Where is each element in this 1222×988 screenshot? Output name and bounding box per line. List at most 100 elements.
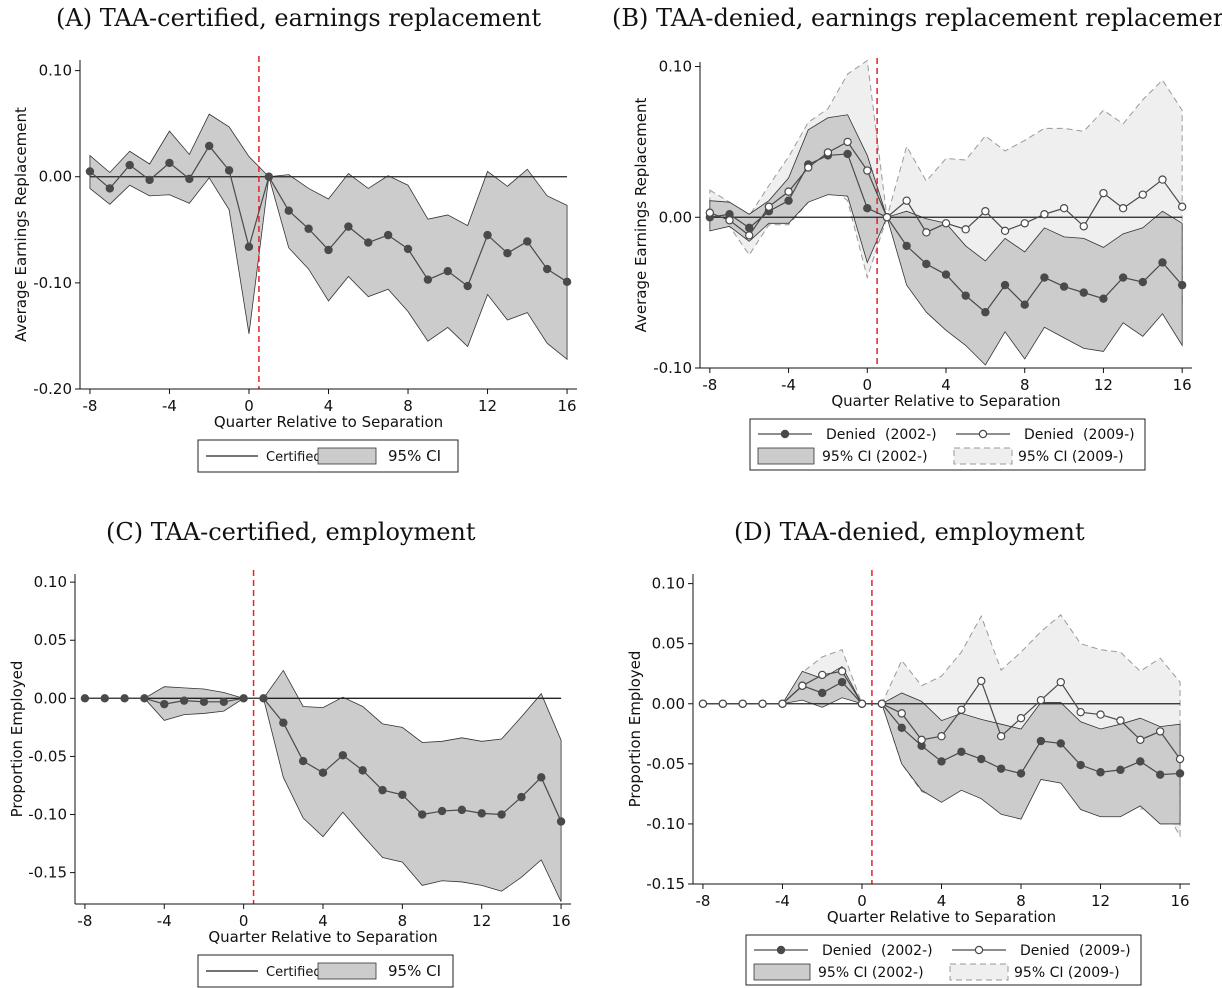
panel-c-y-tick-label: 0.00 xyxy=(34,689,67,707)
panel-a-data-point xyxy=(324,245,333,255)
panel-a-data-point xyxy=(125,160,134,170)
panel-a-data-point xyxy=(224,166,234,175)
panel-c-data-point xyxy=(179,696,189,705)
panel-b-data-point xyxy=(1040,273,1049,282)
panel-c-y-tick-label: -0.15 xyxy=(28,864,67,882)
panel-c-data-point xyxy=(100,694,109,703)
panel-c-data-point xyxy=(537,773,546,782)
panel-a-x-tick-label: 12 xyxy=(478,397,497,415)
panel-a-y-tick-label: -0.20 xyxy=(33,380,72,398)
panel-c-data-point xyxy=(418,810,427,819)
panel-c-data-point xyxy=(298,756,308,766)
panel-c-legend-ci-label: 95% CI xyxy=(388,962,441,980)
panel-b-data-point xyxy=(804,163,813,172)
panel-b-data-point xyxy=(902,196,911,205)
panel-b-y-tick-label: 0.00 xyxy=(659,208,692,226)
panel-b-data-point xyxy=(745,231,754,240)
panel-c-data-point xyxy=(219,697,228,707)
panel-b-x-tick-label: -8 xyxy=(702,376,717,394)
panel-b-data-point xyxy=(764,202,774,211)
panel-d-x-tick-label: 16 xyxy=(1171,892,1190,910)
panel-c-data-point xyxy=(120,694,129,703)
panel-d-legend-series1-label: Denied xyxy=(822,943,872,959)
panel-b-data-point xyxy=(1000,226,1010,236)
panel-d-legend-box xyxy=(745,934,1142,986)
panel-b-data-point xyxy=(1118,204,1128,213)
panel-d-data-point xyxy=(818,670,827,680)
panel-a-legend-line-label: Certified xyxy=(266,450,322,465)
panel-d-x-tick-label: 4 xyxy=(937,892,947,910)
panel-b-data-point xyxy=(1177,202,1187,211)
panel-d-data-point xyxy=(1016,713,1026,723)
panel-b-legend-series2-label: Denied xyxy=(1024,427,1074,443)
panel-a-data-point xyxy=(145,175,154,185)
panel-c-x-tick-label: 0 xyxy=(239,912,249,930)
panel-b-x-tick-label: -4 xyxy=(781,376,796,394)
panel-d-legend-series2-label: Denied xyxy=(1020,943,1070,959)
panel-b-title: (B) TAA-denied, earnings replacement rep… xyxy=(612,4,1222,32)
panel-b-x-tick-label: 8 xyxy=(1020,376,1030,394)
panel-c-data-point xyxy=(457,805,467,815)
panel-b-x-tick-label: 0 xyxy=(863,376,873,394)
panel-c-x-tick-label: -8 xyxy=(77,912,92,930)
panel-a-data-point xyxy=(304,224,313,233)
panel-d-data-point xyxy=(877,699,887,708)
panel-d-data-point xyxy=(758,699,767,708)
panel-d-y-tick-label: 0.05 xyxy=(652,635,685,653)
panel-c-data-point xyxy=(517,792,526,802)
panel-b-data-point xyxy=(1059,204,1069,213)
panel-b-data-point xyxy=(863,166,872,175)
panel-c-data-point xyxy=(279,718,288,727)
panel-d-data-point xyxy=(1076,707,1085,717)
panel-c-data-point xyxy=(398,790,407,799)
panel-c-x-tick-label: 16 xyxy=(552,912,571,930)
panel-a-legend-ci-swatch xyxy=(317,447,377,465)
panel-d-data-point xyxy=(897,723,906,732)
panel-c-data-point xyxy=(477,809,486,818)
panel-b-data-point xyxy=(981,207,990,216)
panel-a-data-point xyxy=(205,141,214,151)
panel-c-data-point xyxy=(556,817,566,826)
panel-b-legend-ci2-label: 95% CI (2009-) xyxy=(1018,449,1124,465)
panel-b-x-axis-label: Quarter Relative to Separation xyxy=(831,392,1060,410)
panel-a-legend-ci-label: 95% CI xyxy=(388,447,441,465)
panel-d-data-point xyxy=(1136,735,1145,745)
panel-d-data-point xyxy=(738,699,747,708)
panel-d-data-point xyxy=(1076,760,1085,770)
panel-a-data-point xyxy=(503,248,512,258)
panel-a-y-axis-label: Average Earnings Replacement xyxy=(12,107,30,342)
panel-a-x-axis-label: Quarter Relative to Separation xyxy=(214,413,443,431)
panel-b-data-point xyxy=(1020,300,1029,309)
panel-b-data-point xyxy=(941,270,951,279)
panel-b-legend-series2-tag: (2009-) xyxy=(1083,427,1135,443)
panel-d-legend-series1-marker xyxy=(776,945,786,955)
panel-a-data-point xyxy=(165,158,174,168)
panel-a-data-point xyxy=(105,184,115,193)
panel-c-data-point xyxy=(437,806,447,816)
panel-a-data-point xyxy=(185,174,194,184)
panel-c-legend-line-label: Certified xyxy=(266,965,322,980)
panel-b-data-point xyxy=(961,225,970,234)
panel-a-data-point xyxy=(264,172,274,181)
panel-d-legend-ci1-label: 95% CI (2002-) xyxy=(818,965,924,981)
panel-b-data-point xyxy=(1138,277,1148,287)
panel-a-ci-band-certified xyxy=(89,113,568,361)
panel-c-data-point xyxy=(80,694,90,703)
panel-c-data-point xyxy=(239,694,248,703)
panel-d-data-point xyxy=(1116,765,1125,775)
panel-d-title: (D) TAA-denied, employment xyxy=(734,518,1085,546)
panel-c-y-axis-label: Proportion Employed xyxy=(8,661,26,818)
panel-c-y-tick-label: 0.05 xyxy=(34,631,67,649)
panel-d-legend-ci1-swatch xyxy=(753,963,811,981)
panel-b-legend-box xyxy=(749,418,1146,471)
panel-d-data-point xyxy=(1116,716,1125,725)
panel-c-x-tick-label: 4 xyxy=(318,912,328,930)
panel-d-y-axis-label: Proportion Employed xyxy=(626,651,644,808)
panel-a-x-tick-label: 8 xyxy=(403,397,413,415)
panel-d-x-tick-label: -4 xyxy=(775,892,790,910)
panel-b-data-point xyxy=(1177,280,1187,290)
panel-a-chart: 0.10 0.00 -0.10 -0.20 -8 -4 0 4 8 12 16 Quarter Rel… xyxy=(12,56,577,473)
panel-d-y-tick-label: 0.10 xyxy=(652,575,685,593)
panel-b-data-point xyxy=(902,241,911,251)
